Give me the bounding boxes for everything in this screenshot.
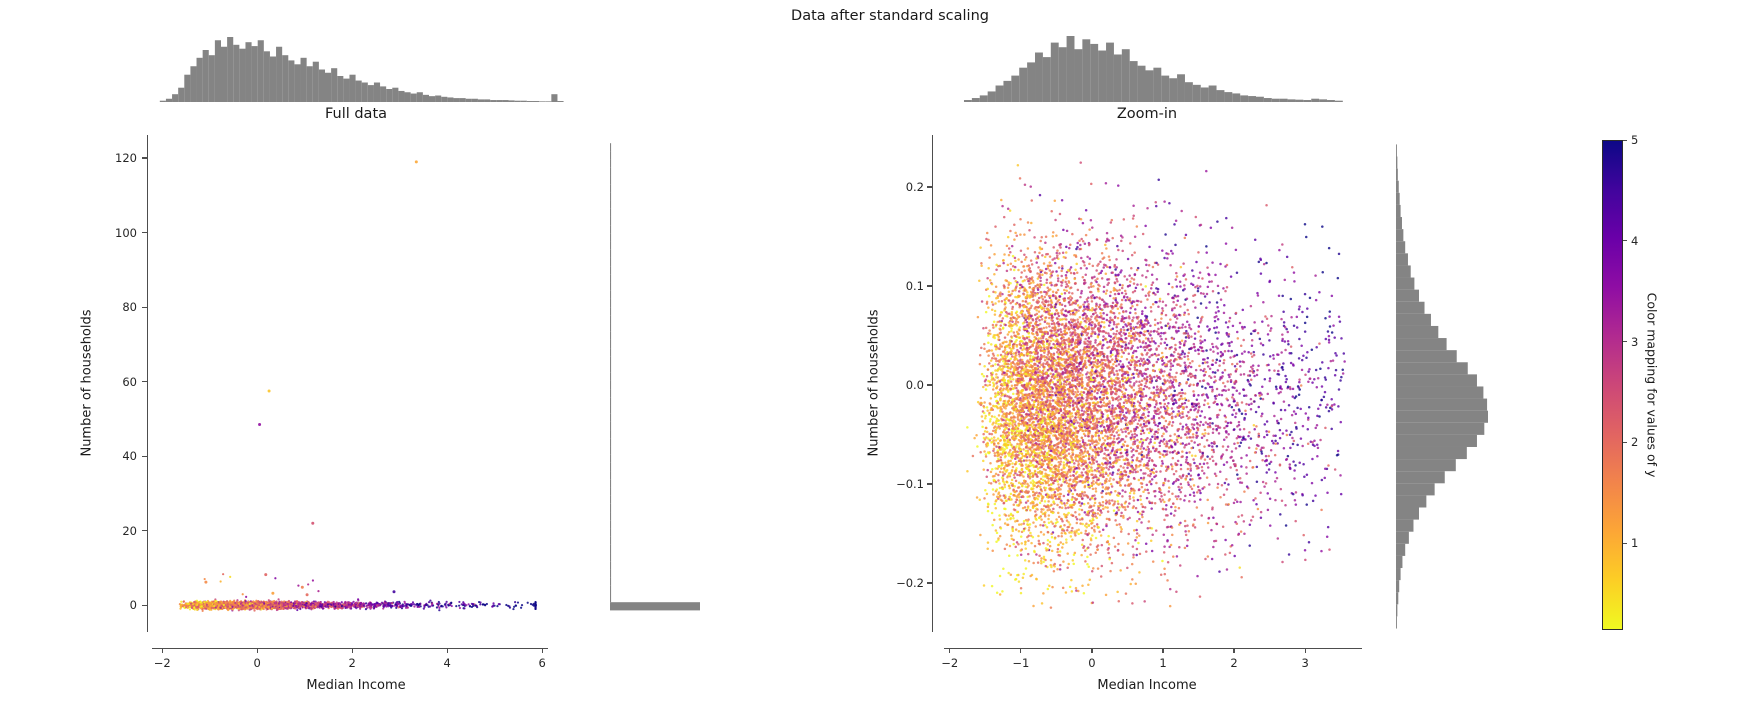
zoom-x-tick-mark [1233,648,1235,653]
full-x-tick-label: −2 [153,656,171,670]
full-y-tick-label: 20 [122,523,137,538]
full-y-tick-mark [142,455,147,457]
full-data-top-histogram-canvas [147,30,565,102]
zoom-in-y-axis-spine [932,135,934,632]
full-x-tick-mark [446,648,448,653]
zoom-in-ylabel: Number of households [866,309,882,457]
full-data-x-axis-spine [152,648,548,650]
figure-suptitle: Data after standard scaling [791,8,989,24]
full-data-title: Full data [324,106,388,122]
zoom-y-tick-mark [927,285,932,287]
zoom-in-x-axis-spine [944,648,1362,650]
full-x-tick-mark [161,648,163,653]
zoom-in-title: Zoom-in [1116,106,1178,122]
full-x-tick-mark [256,648,258,653]
colorbar-tick-label: 4 [1631,233,1639,248]
zoom-x-tick-mark [1162,648,1164,653]
full-x-tick-mark [351,648,353,653]
zoom-in-y-histogram-canvas [1396,135,1491,632]
full-y-tick-mark [142,306,147,308]
full-y-tick-mark [142,604,147,606]
full-y-tick-mark [142,157,147,159]
full-x-tick-mark [541,648,543,653]
zoom-x-tick-label: −2 [941,656,959,670]
zoom-in-scatter-canvas [933,135,1363,632]
colorbar-tick-label: 2 [1631,435,1639,450]
full-y-tick-mark [142,232,147,234]
colorbar-tick-label: 3 [1631,334,1639,349]
zoom-x-tick-mark [1020,648,1022,653]
colorbar-tick-label: 1 [1631,536,1639,551]
zoom-x-tick-label: 3 [1301,656,1309,670]
zoom-x-tick-label: 0 [1088,656,1096,670]
full-x-tick-label: 6 [538,656,546,670]
full-x-tick-label: 0 [253,656,261,670]
zoom-y-tick-mark [927,384,932,386]
colorbar-tick-mark [1623,441,1627,443]
zoom-y-tick-label: 0.0 [905,377,924,392]
full-y-tick-mark [142,381,147,383]
colorbar-label: Color mapping for values of y [1644,292,1660,478]
zoom-in-top-histogram-canvas [932,30,1362,102]
full-y-tick-label: 120 [115,151,137,166]
full-y-tick-label: 60 [122,374,137,389]
zoom-x-tick-label: −1 [1012,656,1030,670]
full-data-y-axis-spine [147,135,149,632]
full-data-ylabel: Number of households [79,309,95,457]
full-y-tick-label: 100 [115,225,137,240]
full-data-scatter-canvas [148,135,566,632]
colorbar-tick-label: 5 [1631,133,1639,147]
zoom-y-tick-label: −0.1 [896,476,924,491]
zoom-x-tick-mark [1091,648,1093,653]
zoom-x-tick-label: 2 [1230,656,1238,670]
zoom-y-tick-label: −0.2 [896,575,924,590]
full-x-tick-label: 4 [443,656,451,670]
colorbar-tick-mark [1623,139,1627,141]
zoom-in-xlabel: Median Income [1097,678,1197,693]
zoom-x-tick-label: 1 [1159,656,1167,670]
colorbar [1602,140,1623,630]
zoom-y-tick-mark [927,483,932,485]
colorbar-tick-mark [1623,341,1627,343]
full-data-y-histogram-canvas [610,135,705,632]
full-data-xlabel: Median Income [306,678,406,693]
full-x-tick-label: 2 [348,656,356,670]
full-y-tick-label: 80 [122,300,137,315]
zoom-x-tick-mark [1304,648,1306,653]
zoom-y-tick-mark [927,582,932,584]
colorbar-tick-mark [1623,240,1627,242]
zoom-y-tick-label: 0.2 [905,179,924,194]
zoom-y-tick-label: 0.1 [905,278,924,293]
colorbar-tick-mark [1623,542,1627,544]
zoom-y-tick-mark [927,186,932,188]
full-y-tick-mark [142,530,147,532]
full-y-tick-label: 40 [122,449,137,464]
zoom-x-tick-mark [949,648,951,653]
full-y-tick-label: 0 [129,598,137,613]
